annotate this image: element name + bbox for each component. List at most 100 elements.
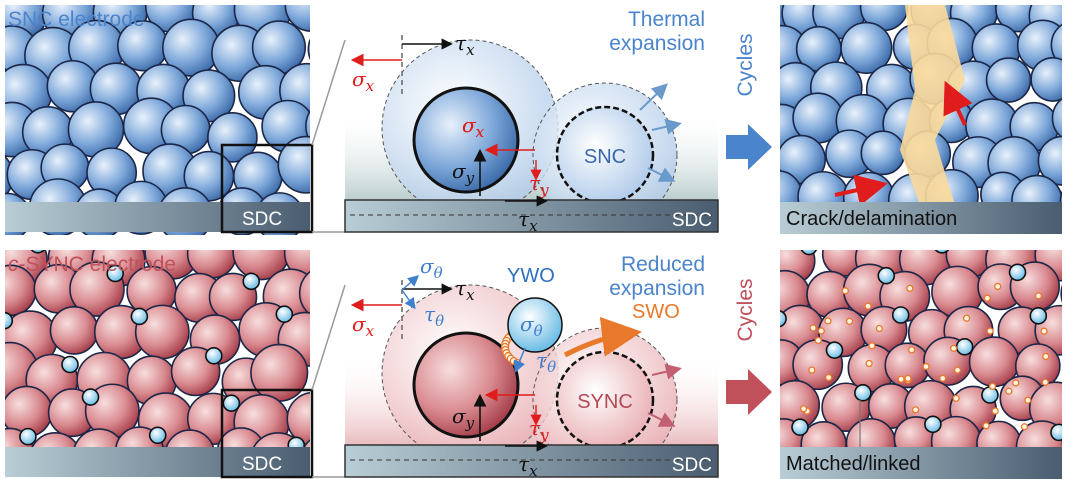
swo-bead (1005, 387, 1013, 395)
ywo-particle (148, 426, 167, 445)
particle (286, 391, 310, 447)
stress-label: σx (462, 113, 485, 141)
stress-label: τx (455, 31, 475, 59)
particle (305, 110, 310, 143)
additive-label: YWO (507, 265, 555, 287)
swo-bead (983, 294, 991, 302)
swo-bead (808, 366, 816, 374)
particle-core (412, 86, 520, 194)
swo-bead (904, 374, 912, 383)
ywo-particle (30, 250, 45, 254)
ywo-particle (825, 341, 844, 360)
stress-symbol: τ (455, 31, 467, 55)
swo-bead (908, 346, 916, 354)
swo-bead (1041, 378, 1049, 386)
substrate-label: SDC (242, 454, 282, 475)
crack (900, 5, 965, 205)
stress-symbol: τ (455, 276, 467, 300)
stress-label: τθ (536, 348, 556, 376)
swo-bead (799, 405, 808, 413)
stress-subscript: θ (435, 312, 444, 330)
ywo-particle (275, 305, 294, 323)
force-arrow (647, 412, 676, 427)
swo-bead (953, 366, 962, 374)
particle (985, 57, 1032, 103)
ywo-particle (1050, 423, 1062, 442)
swo-bead (817, 327, 825, 335)
substrate-label: SDC (242, 209, 282, 230)
force-arrow (513, 347, 526, 373)
stress-symbol: σ (352, 67, 367, 91)
ywo-particle (891, 306, 910, 324)
ywo-particle (981, 386, 999, 404)
particle (860, 130, 906, 176)
swo-bead (845, 317, 854, 325)
swo-bead (865, 359, 873, 368)
stress-symbol: σ (520, 312, 535, 336)
ywo-particle (1008, 263, 1027, 282)
ywo-particle (854, 384, 872, 402)
stress-label: τx (518, 452, 538, 479)
swo-bead (864, 302, 872, 310)
stress-symbol: τ (518, 207, 530, 231)
particle-label: SYNC (577, 391, 633, 413)
stress-subscript: x (466, 286, 475, 304)
particle-core (412, 331, 520, 439)
stress-symbol: σ (462, 113, 477, 137)
swo-bead (962, 314, 971, 322)
swo-bead (814, 336, 822, 345)
force-arrow (651, 363, 682, 380)
force-arrow (651, 118, 682, 135)
ywo-particle (800, 250, 818, 256)
stress-symbol: τ (536, 348, 548, 372)
stress-label: σy (452, 404, 475, 432)
particle (1037, 135, 1062, 186)
particle (1050, 23, 1062, 66)
stress-subscript: x (529, 462, 538, 479)
cycles-arrow (726, 369, 772, 415)
zoom-box (220, 388, 314, 479)
swo-bead (988, 382, 997, 391)
particle (1060, 284, 1062, 303)
particle-layer (780, 5, 1062, 228)
swo-bead (939, 374, 947, 382)
particle (307, 38, 310, 61)
ywo-particle (507, 297, 563, 353)
annotation: Reduced (621, 253, 705, 276)
annotation: expansion (609, 32, 705, 55)
result-label: Crack/delamination (786, 208, 957, 230)
particle (780, 253, 781, 267)
stress-subscript: x (476, 123, 485, 141)
particle-label: SNC (584, 146, 626, 168)
title-rest: -SYNC electrode (19, 253, 177, 276)
annotation: expansion (609, 277, 705, 300)
stress-label: σx (352, 312, 375, 340)
stress-symbol: σ (420, 254, 435, 278)
substrate-label: SDC (672, 455, 712, 476)
panel-title: c-SYNC electrode (8, 253, 176, 276)
stress-subscript: x (476, 123, 485, 141)
particle (1030, 56, 1062, 102)
ywo-particle (222, 394, 241, 413)
stress-subscript: x (366, 322, 375, 340)
swo-bead (824, 317, 832, 325)
stress-subscript: y (465, 414, 475, 432)
particle (1061, 437, 1062, 447)
stress-label: τx (518, 207, 538, 235)
result-label: Matched/linked (786, 453, 921, 475)
particle (284, 5, 310, 32)
substrate-slab (344, 199, 719, 233)
swo-bead (952, 394, 960, 403)
swo-bead (982, 422, 990, 430)
swo-bead (1024, 396, 1032, 404)
cycles-label: Cycles (734, 278, 757, 341)
swo-bead (994, 282, 1002, 291)
stress-symbol: τ (529, 171, 541, 195)
substrate-slab (344, 444, 719, 478)
stress-subscript: x (529, 217, 538, 235)
particle (207, 112, 258, 163)
swo-bead (809, 324, 817, 332)
stress-subscript: y (465, 169, 475, 187)
stress-symbol: σ (462, 113, 477, 137)
